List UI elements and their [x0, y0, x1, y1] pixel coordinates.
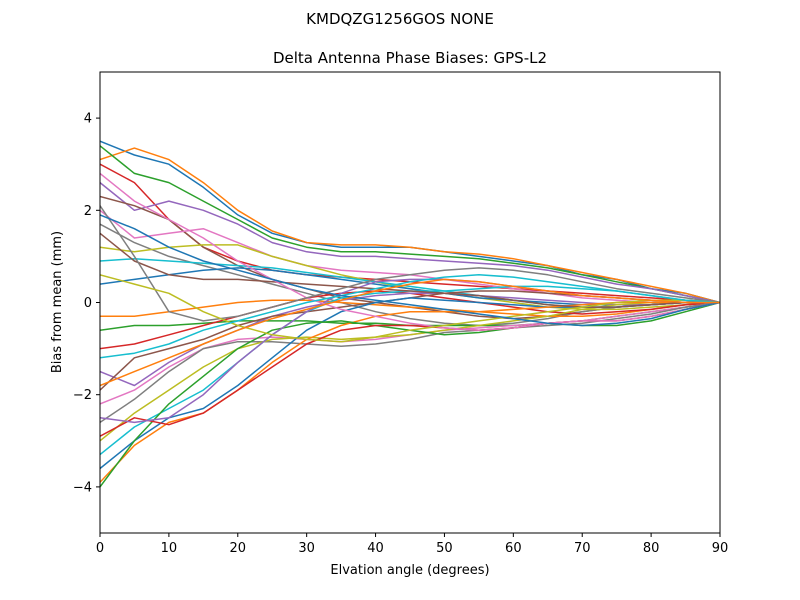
x-tick-label: 40: [367, 541, 384, 556]
x-tick-label: 30: [298, 541, 315, 556]
series-line-s27: [100, 172, 720, 331]
y-tick-label: 2: [84, 204, 92, 219]
chart-title: Delta Antenna Phase Biases: GPS-L2: [273, 49, 547, 67]
x-tick-label: 80: [643, 541, 660, 556]
series-group: [100, 140, 720, 488]
series-line-s02: [100, 147, 720, 304]
x-tick-label: 20: [230, 541, 247, 556]
series-line-s19: [100, 301, 720, 442]
series-line-s32: [100, 278, 720, 387]
series-line-s28: [100, 205, 720, 322]
series-line-s05: [100, 182, 720, 304]
series-line-s29: [100, 274, 720, 343]
x-tick-label: 0: [96, 541, 104, 556]
x-tick-label: 10: [161, 541, 178, 556]
figure-suptitle: KMDQZG1256GOS NONE: [306, 10, 494, 28]
y-tick-label: 0: [84, 296, 92, 311]
series-line-s03: [100, 145, 720, 304]
series-line-s31: [100, 214, 720, 327]
y-tick-label: −4: [73, 480, 92, 495]
y-axis-label: Bias from mean (mm): [50, 231, 65, 373]
x-tick-label: 90: [712, 541, 729, 556]
series-line-s26: [100, 232, 720, 308]
x-tick-label: 50: [436, 541, 453, 556]
y-tick-label: 4: [84, 112, 92, 127]
series-line-s12: [100, 299, 720, 318]
y-tick-label: −2: [73, 388, 92, 403]
x-axis-label: Elvation angle (degrees): [330, 563, 489, 578]
series-line-s30: [100, 274, 720, 359]
y-axis: −4 −2 0 2 4: [73, 112, 100, 495]
x-tick-label: 60: [505, 541, 522, 556]
x-axis: 0 10 20 30 40 50 60 70 80 90: [96, 533, 728, 556]
series-line-s18: [100, 301, 720, 424]
x-tick-label: 70: [574, 541, 591, 556]
